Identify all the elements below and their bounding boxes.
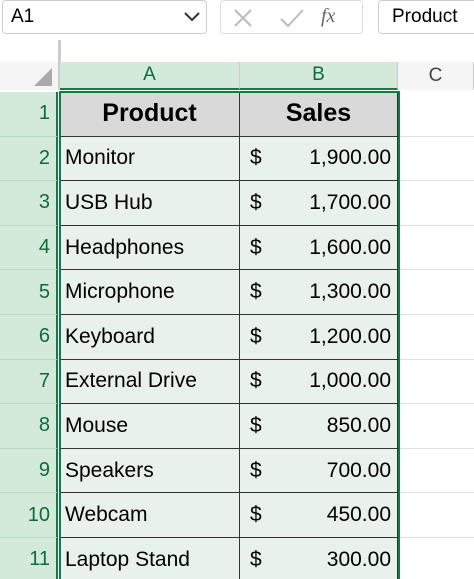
select-all-icon — [34, 68, 52, 86]
sales-value: 300.00 — [326, 547, 391, 571]
row-header[interactable]: 1 — [0, 92, 58, 137]
sales-cell[interactable]: $1,700.00 — [240, 181, 398, 226]
formula-text: Product — [392, 6, 458, 27]
currency-symbol: $ — [250, 503, 262, 527]
column-header[interactable]: B — [240, 62, 398, 90]
row-header[interactable]: 8 — [0, 404, 58, 449]
cell[interactable] — [398, 360, 474, 405]
sales-cell[interactable]: $1,600.00 — [240, 225, 398, 271]
splitter — [58, 40, 61, 90]
select-all[interactable] — [0, 62, 58, 90]
currency-symbol: $ — [250, 458, 262, 482]
cell[interactable] — [398, 92, 474, 137]
product-cell[interactable]: Laptop Stand — [60, 538, 240, 579]
sales-cell[interactable]: $450.00 — [240, 493, 398, 538]
currency-symbol: $ — [250, 547, 262, 571]
cell[interactable] — [398, 449, 474, 494]
row-header[interactable]: 10 — [0, 493, 58, 538]
product-cell[interactable]: Webcam — [60, 493, 240, 538]
sales-value: 1,600.00 — [309, 235, 391, 259]
function-button[interactable]: fx — [321, 5, 336, 27]
sales-cell[interactable]: $1,300.00 — [240, 270, 398, 315]
sales-cell[interactable]: $850.00 — [240, 404, 398, 449]
column-header[interactable]: C — [398, 62, 474, 90]
header-cell[interactable]: Product — [60, 92, 240, 137]
sales-cell[interactable]: $700.00 — [240, 448, 398, 494]
cell[interactable] — [398, 493, 474, 538]
sales-cell[interactable]: $300.00 — [240, 538, 398, 579]
sales-value: 1,000.00 — [309, 369, 391, 393]
currency-symbol: $ — [250, 280, 262, 304]
sales-cell[interactable]: $1,900.00 — [240, 136, 398, 182]
product-cell[interactable]: USB Hub — [60, 181, 240, 226]
column-header[interactable]: A — [60, 62, 240, 90]
cell[interactable] — [398, 137, 474, 182]
cell[interactable] — [398, 181, 474, 226]
cell[interactable] — [398, 315, 474, 360]
sales-value: 450.00 — [326, 503, 391, 527]
row-header[interactable]: 6 — [0, 315, 58, 360]
product-cell[interactable]: Monitor — [60, 136, 240, 182]
row-header[interactable]: 2 — [0, 136, 58, 182]
product-cell[interactable]: External Drive — [60, 359, 240, 405]
sales-value: 1,300.00 — [309, 280, 391, 304]
formula-input[interactable]: Product — [378, 0, 474, 34]
formula-controls: fx — [220, 0, 363, 34]
cell[interactable] — [398, 226, 474, 271]
cell[interactable] — [398, 270, 474, 315]
row-header[interactable]: 11 — [0, 538, 58, 579]
row-header[interactable]: 9 — [0, 448, 58, 494]
currency-symbol: $ — [250, 324, 262, 348]
name-box[interactable]: A1 — [2, 0, 207, 34]
sales-value: 850.00 — [326, 413, 391, 437]
row-header[interactable]: 7 — [0, 359, 58, 405]
product-cell[interactable]: Speakers — [60, 448, 240, 494]
currency-symbol: $ — [250, 413, 262, 437]
currency-symbol: $ — [250, 235, 262, 259]
sales-value: 700.00 — [326, 458, 391, 482]
currency-symbol: $ — [250, 190, 262, 214]
sales-cell[interactable]: $1,200.00 — [240, 315, 398, 360]
row-header[interactable]: 4 — [0, 225, 58, 271]
sales-value: 1,200.00 — [309, 324, 391, 348]
sales-cell[interactable]: $1,000.00 — [240, 359, 398, 405]
product-cell[interactable]: Mouse — [60, 404, 240, 449]
row-header[interactable]: 3 — [0, 181, 58, 226]
cell[interactable] — [398, 404, 474, 449]
header-cell[interactable]: Sales — [240, 92, 398, 137]
sales-value: 1,900.00 — [309, 146, 391, 170]
currency-symbol: $ — [250, 369, 262, 393]
cancel-enter-icons — [234, 9, 304, 28]
row-header[interactable]: 5 — [0, 270, 58, 315]
name-box-text: A1 — [11, 6, 35, 27]
product-cell[interactable]: Keyboard — [60, 315, 240, 360]
product-cell[interactable]: Microphone — [60, 270, 240, 315]
cell[interactable] — [398, 538, 474, 579]
product-cell[interactable]: Headphones — [60, 225, 240, 271]
currency-symbol: $ — [250, 146, 262, 170]
dropdown-icon — [184, 12, 200, 22]
sales-value: 1,700.00 — [309, 190, 391, 214]
